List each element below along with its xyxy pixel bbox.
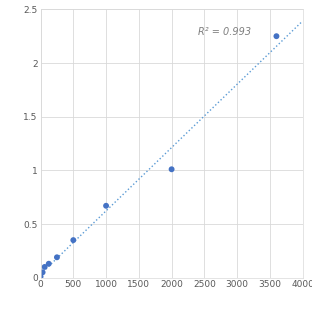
Point xyxy=(42,265,47,270)
Point xyxy=(54,255,59,260)
Point xyxy=(46,261,51,266)
Point xyxy=(104,203,109,208)
Point xyxy=(169,167,174,172)
Text: R² = 0.993: R² = 0.993 xyxy=(198,27,251,37)
Point xyxy=(71,238,76,243)
Point xyxy=(274,34,279,39)
Point xyxy=(38,274,43,279)
Point xyxy=(40,270,45,275)
